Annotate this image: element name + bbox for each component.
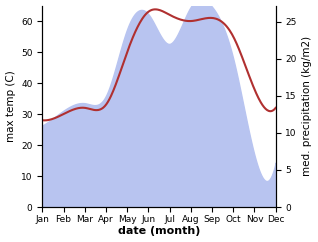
Y-axis label: med. precipitation (kg/m2): med. precipitation (kg/m2)	[302, 36, 313, 176]
X-axis label: date (month): date (month)	[118, 227, 200, 236]
Y-axis label: max temp (C): max temp (C)	[5, 70, 16, 142]
